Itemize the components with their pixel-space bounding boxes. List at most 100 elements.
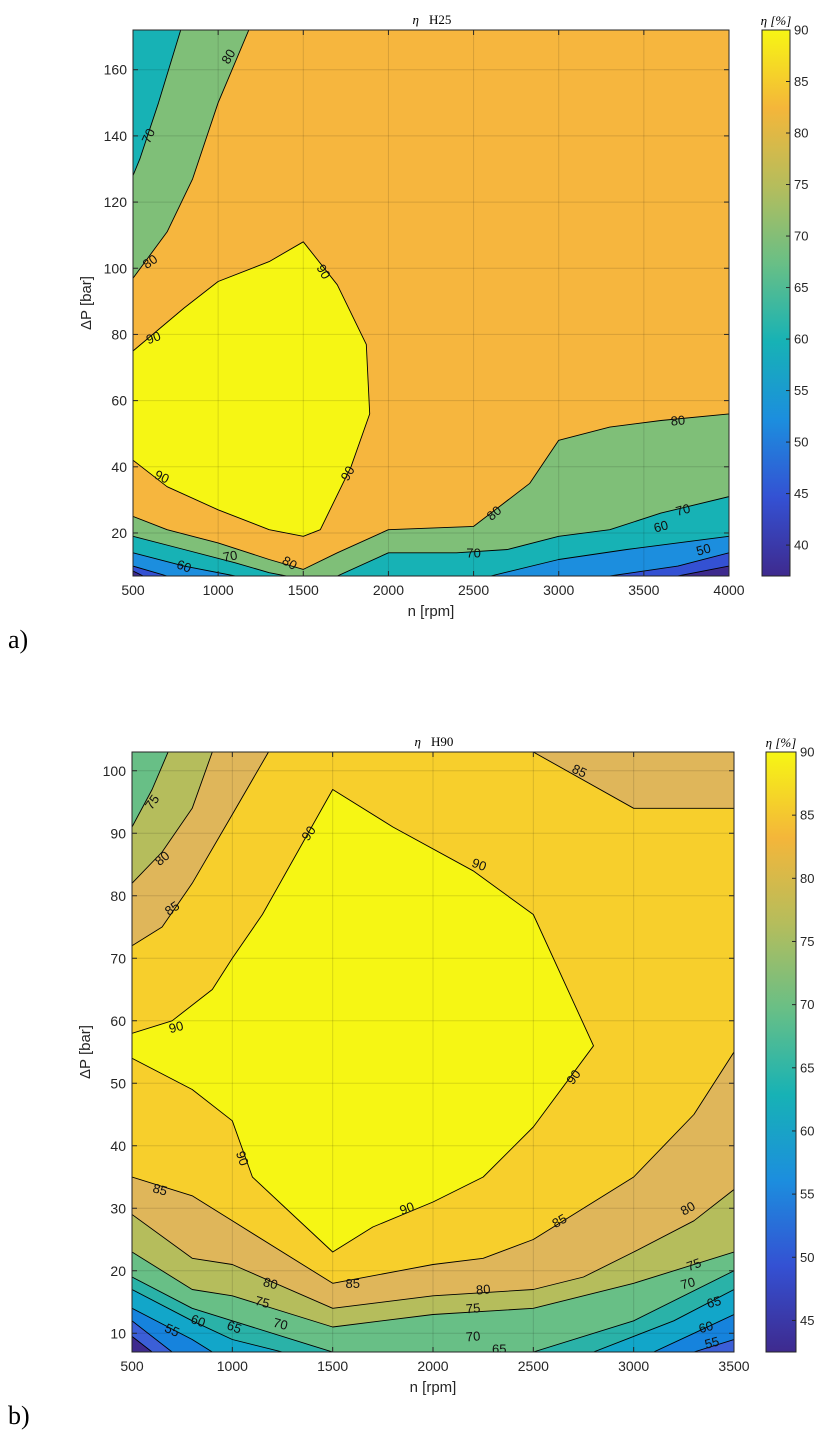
colorbar-tick-label: 60 (794, 332, 808, 347)
y-tick-label: 10 (110, 1325, 126, 1341)
y-tick-label: 100 (103, 763, 127, 779)
contour-label: 80 (475, 1281, 491, 1297)
contour-region-50-5 (133, 535, 729, 576)
contour-label-group: 65 (705, 1293, 723, 1311)
contour-label: 70 (465, 1328, 481, 1344)
contour-label: 90 (233, 1149, 252, 1168)
x-tick-label: 2000 (373, 582, 404, 598)
colorbar-gradient (761, 29, 791, 577)
colorbar-tick-label: 80 (794, 126, 808, 141)
contour-label-group: 85 (162, 898, 182, 919)
contour-label: 90 (337, 463, 357, 483)
contour-label-group: 70 (679, 1274, 697, 1292)
contour-label: 60 (175, 557, 194, 576)
contour-label: 80 (280, 553, 300, 573)
contour-label: 90 (314, 262, 334, 282)
y-tick-label: 40 (110, 1138, 126, 1154)
contour-label-group: 60 (652, 517, 670, 535)
contour-region-90-2 (133, 241, 371, 537)
y-tick-label: 40 (111, 459, 127, 475)
x-tick-label: 3500 (718, 1358, 749, 1374)
y-tick-label: 20 (111, 525, 127, 541)
y-tick-label: 80 (110, 888, 126, 904)
y-tick-label: 100 (104, 260, 128, 276)
contour-label: 55 (703, 1333, 721, 1351)
contour-label: 60 (652, 517, 670, 535)
colorbar-tick-label: 60 (800, 1123, 814, 1138)
contour-label-group: 80 (262, 1274, 280, 1292)
colorbar-label: η [%] (761, 13, 792, 28)
contour-label-group: 85 (345, 1276, 359, 1291)
contour-label: 90 (167, 1018, 185, 1036)
y-tick-label: 70 (110, 950, 126, 966)
colorbar: 40 45 50 55 60 65 70 75 80 85 90η [%] (761, 13, 808, 577)
contour-label-group: 90 (470, 855, 489, 874)
contour-label: 85 (162, 898, 182, 919)
colorbar-label: η [%] (766, 735, 797, 750)
contour-region-60-1 (133, 30, 182, 177)
contour-label-group: 90 (144, 328, 163, 347)
contour-label: 50 (695, 540, 713, 558)
contour-region-90-4 (132, 789, 594, 1253)
contour-label-group: 90 (233, 1149, 252, 1168)
panel-label: a) (8, 625, 28, 654)
contour-label: 65 (492, 1341, 506, 1356)
contour-label: 90 (563, 1067, 584, 1087)
grid-lines (131, 752, 735, 1352)
contour-label-group: 90 (563, 1067, 584, 1087)
colorbar-tick-label: 75 (800, 934, 814, 949)
contour-label: 60 (697, 1318, 715, 1336)
contour-label-group: 75 (142, 792, 163, 812)
x-tick-label: 1000 (217, 1358, 248, 1374)
contour-label-group: 70 (272, 1315, 290, 1333)
x-tick-label: 1500 (317, 1358, 348, 1374)
chart-title: η H90 (415, 734, 454, 749)
contour-label-group: 75 (685, 1255, 704, 1274)
colorbar-tick-label: 65 (800, 1060, 814, 1075)
contour-label-group: 60 (175, 557, 194, 576)
contour-label: 70 (674, 501, 692, 519)
contour-label-group: 60 (697, 1318, 715, 1336)
contour-label: 70 (272, 1315, 290, 1333)
y-tick-label: 60 (111, 393, 127, 409)
contour-label: 80 (262, 1274, 280, 1292)
contour-label-group: 85 (151, 1180, 169, 1198)
contour-regions (132, 752, 734, 1352)
colorbar-tick-label: 50 (794, 435, 808, 450)
x-tick-label: 500 (120, 1358, 144, 1374)
contour-label: 85 (345, 1276, 359, 1291)
x-axis-label: n [rpm] (410, 1379, 457, 1396)
x-tick-label: 3500 (628, 582, 659, 598)
contour-label: 65 (705, 1293, 723, 1311)
colorbar-tick-label: 80 (800, 871, 814, 886)
colorbar-tick-label: 75 (794, 177, 808, 192)
contour-label: 80 (218, 46, 238, 66)
y-tick-label: 80 (111, 326, 127, 342)
contour-label-group: 70 (222, 547, 239, 564)
contour-region-70-7 (132, 1251, 734, 1352)
colorbar-tick-label: 70 (800, 997, 814, 1012)
contour-region-70-2 (132, 752, 169, 828)
contour-label: 80 (140, 251, 160, 272)
x-tick-label: 1000 (203, 582, 234, 598)
contour-label: 90 (144, 328, 163, 347)
colorbar-tick-label: 70 (794, 229, 808, 244)
y-tick-label: 30 (110, 1200, 126, 1216)
colorbar-tick-label: 45 (794, 486, 808, 501)
y-axis-label: ΔP [bar] (78, 276, 95, 330)
x-tick-label: 4000 (713, 582, 744, 598)
axes-box (132, 29, 730, 577)
y-tick-label: 90 (110, 825, 126, 841)
contour-label: 85 (151, 1180, 169, 1198)
contour-label: 70 (466, 545, 480, 560)
colorbar: 45 50 55 60 65 70 75 80 85 90η [%] (765, 735, 814, 1353)
colorbar-tick-label: 90 (800, 745, 814, 760)
title-symbol: η (413, 12, 419, 27)
contour-regions (133, 30, 729, 576)
contour-label: 90 (398, 1199, 417, 1218)
x-axis-label: n [rpm] (408, 603, 455, 620)
contour-label-group: 85 (549, 1211, 569, 1231)
contour-label-group: 85 (570, 761, 589, 781)
contour-label: 75 (142, 792, 163, 812)
y-tick-label: 60 (110, 1013, 126, 1029)
